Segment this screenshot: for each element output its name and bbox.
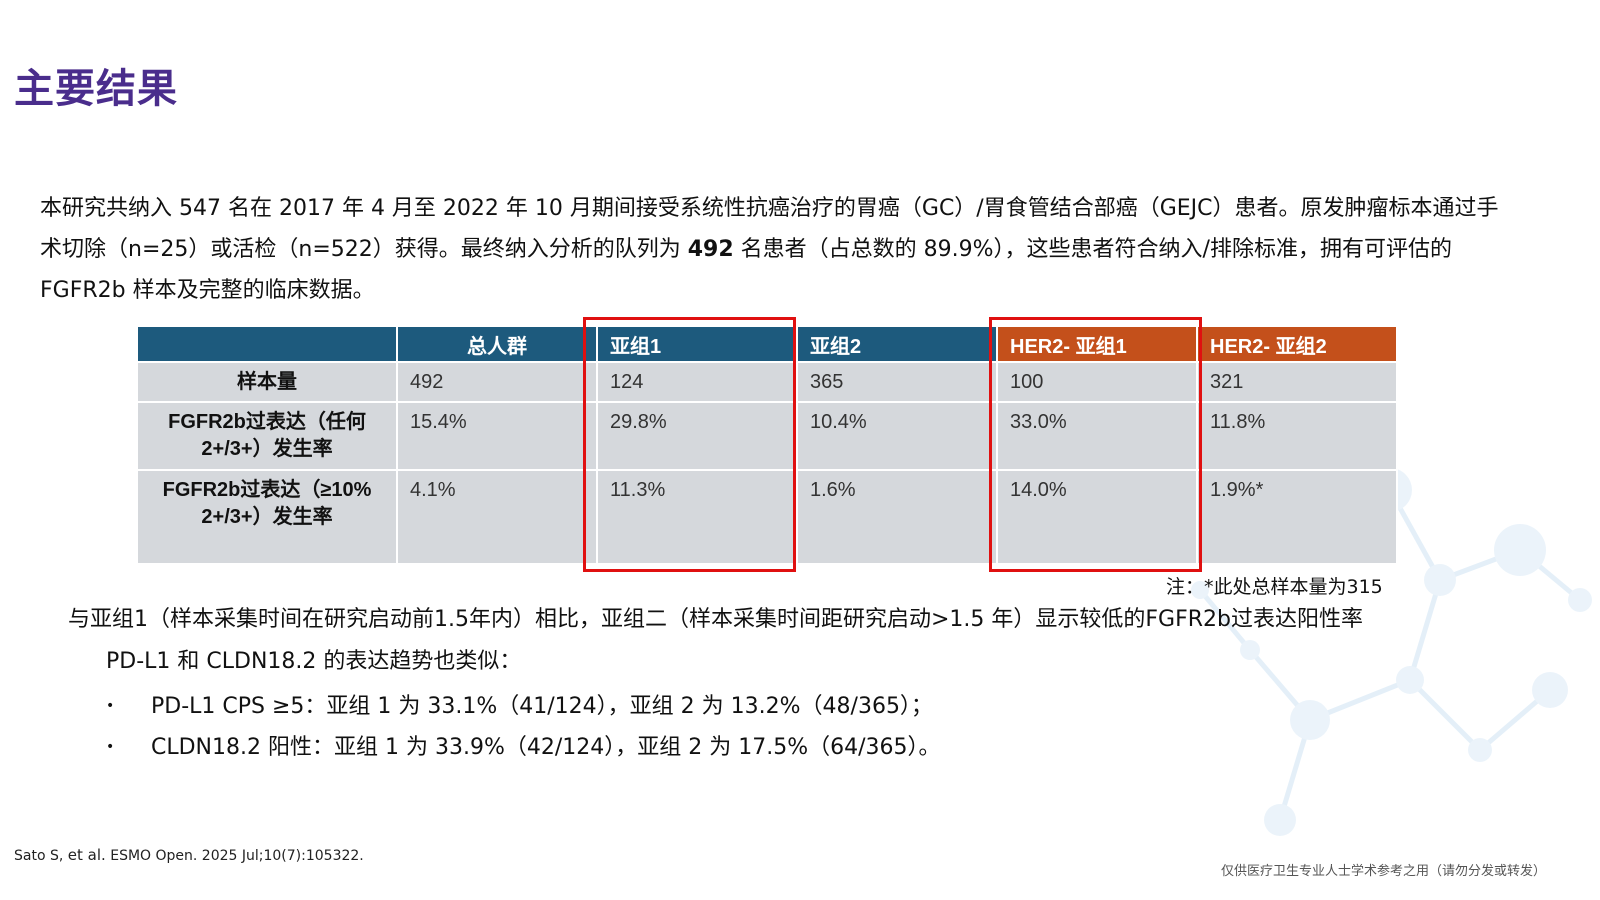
intro-text-2: 名患者（占总数的 89.9%），这些患者符合纳入/排除标准，拥有可评估的 FGF… <box>40 237 1452 303</box>
page-title: 主要结果 <box>14 66 178 112</box>
table-cell: 124 <box>596 361 798 403</box>
table-cell: 1.9%* <box>1196 469 1398 565</box>
citation-etal: et al. <box>67 846 106 864</box>
table-cell: 10.4% <box>796 401 998 471</box>
header-blank <box>136 325 398 363</box>
table-row: 样本量 492 124 365 100 321 <box>136 361 1398 403</box>
row-label-any-overexpression: FGFR2b过表达（任何 2+/3+）发生率 <box>136 401 398 471</box>
table-header-row: 总人群 亚组1 亚组2 HER2- 亚组1 HER2- 亚组2 <box>136 325 1398 363</box>
intro-text-1: 本研究共纳入 547 名在 2017 年 4 月至 2022 年 10 月期间接… <box>40 196 1499 262</box>
table-row: FGFR2b过表达（任何 2+/3+）发生率 15.4% 29.8% 10.4%… <box>136 401 1398 471</box>
table-cell: 492 <box>396 361 598 403</box>
table-cell: 100 <box>996 361 1198 403</box>
trend-intro-text: PD-L1 和 CLDN18.2 的表达趋势也类似： <box>106 649 522 674</box>
highlight-box-her2-subgroup-1 <box>989 317 1202 572</box>
table-row: FGFR2b过表达（≥10% 2+/3+）发生率 4.1% 11.3% 1.6%… <box>136 469 1398 565</box>
table-cell: 14.0% <box>996 469 1198 565</box>
citation-author: Sato S, <box>14 848 64 864</box>
bullet-text: PD-L1 CPS ≥5：亚组 1 为 33.1%（41/124），亚组 2 为… <box>151 694 933 719</box>
bullet-text: CLDN18.2 阳性：亚组 1 为 33.9%（42/124），亚组 2 为 … <box>151 735 941 760</box>
table-cell: 33.0% <box>996 401 1198 471</box>
table-cell: 11.8% <box>1196 401 1398 471</box>
disclaimer: 仅供医疗卫生专业人士学术参考之用（请勿分发或转发） <box>1220 864 1546 879</box>
results-table: 总人群 亚组1 亚组2 HER2- 亚组1 HER2- 亚组2 样本量 492 … <box>136 325 1398 565</box>
header-subgroup-2: 亚组2 <box>796 325 998 363</box>
table-cell: 321 <box>1196 361 1398 403</box>
bullet-list: • PD-L1 CPS ≥5：亚组 1 为 33.1%（41/124），亚组 2… <box>106 686 941 768</box>
table-cell: 15.4% <box>396 401 598 471</box>
bullet-marker: • <box>106 698 115 714</box>
highlight-box-subgroup-1 <box>583 317 796 572</box>
table-cell: 11.3% <box>596 469 798 565</box>
header-total: 总人群 <box>396 325 598 363</box>
intro-paragraph: 本研究共纳入 547 名在 2017 年 4 月至 2022 年 10 月期间接… <box>40 188 1500 311</box>
row-label-sample-size: 样本量 <box>136 361 398 403</box>
table-footnote: 注：*此处总样本量为315 <box>1166 576 1383 598</box>
header-subgroup-1: 亚组1 <box>596 325 798 363</box>
intro-bold-count: 492 <box>687 237 734 262</box>
citation: Sato S, et al. ESMO Open. 2025 Jul;10(7)… <box>14 846 364 864</box>
header-her2-subgroup-2: HER2- 亚组2 <box>1196 325 1398 363</box>
list-item: • CLDN18.2 阳性：亚组 1 为 33.9%（42/124），亚组 2 … <box>106 727 941 768</box>
summary-text: 与亚组1（样本采集时间在研究启动前1.5年内）相比，亚组二（样本采集时间距研究启… <box>68 607 1364 632</box>
table-cell: 365 <box>796 361 998 403</box>
citation-source: ESMO Open. 2025 Jul;10(7):105322. <box>110 848 364 864</box>
header-her2-subgroup-1: HER2- 亚组1 <box>996 325 1198 363</box>
list-item: • PD-L1 CPS ≥5：亚组 1 为 33.1%（41/124），亚组 2… <box>106 686 941 727</box>
table-cell: 29.8% <box>596 401 798 471</box>
table-cell: 1.6% <box>796 469 998 565</box>
row-label-10pct-overexpression: FGFR2b过表达（≥10% 2+/3+）发生率 <box>136 469 398 565</box>
table-cell: 4.1% <box>396 469 598 565</box>
bullet-marker: • <box>106 739 115 755</box>
